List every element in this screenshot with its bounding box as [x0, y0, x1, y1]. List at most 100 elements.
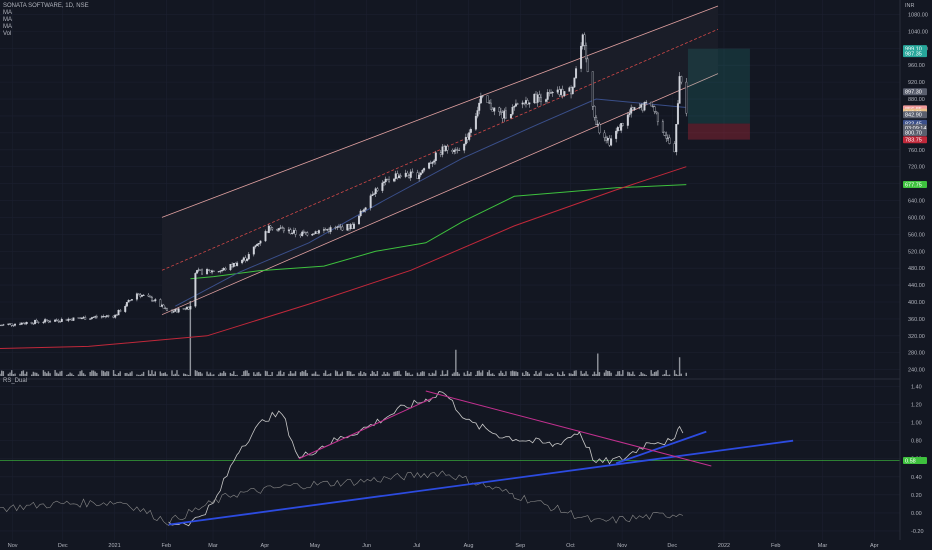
candle-body [197, 269, 200, 271]
candle-body [80, 318, 83, 320]
candle-body [234, 263, 237, 266]
symbol-legend[interactable]: SONATA SOFTWARE, 1D, NSE MA MA MA Vol [3, 3, 89, 38]
candle-body [79, 317, 82, 319]
channel-fill [161, 6, 718, 315]
volume-bar [535, 370, 537, 376]
volume-bar [299, 372, 302, 376]
volume-bar [416, 372, 419, 376]
time-tick-label: 2021 [108, 543, 120, 549]
volume-bar [196, 370, 198, 376]
volume-bar [490, 373, 492, 376]
volume-bar [24, 373, 26, 376]
volume-bar [14, 373, 16, 376]
candle-body [259, 240, 262, 244]
volume-bar [505, 371, 507, 376]
candle-body [189, 306, 192, 310]
volume-bar [221, 373, 223, 376]
time-tick-label: May [310, 543, 321, 549]
volume-bar [386, 372, 389, 376]
volume-bar [304, 370, 307, 376]
candle-body [503, 110, 506, 119]
candle-body [209, 270, 212, 273]
volume-bar [371, 370, 374, 376]
candle-body [276, 229, 279, 231]
volume-bar [328, 374, 330, 376]
volume-bar [22, 370, 25, 376]
volume-bar [605, 370, 607, 376]
candle-body [147, 294, 150, 297]
volume-bar [653, 371, 656, 376]
volume-bar [393, 371, 395, 376]
volume-bar [211, 374, 213, 376]
volume-bar [652, 373, 654, 376]
candle-body [57, 320, 60, 322]
candle-body [466, 136, 469, 140]
volume-bar [231, 373, 233, 376]
volume-bar [259, 373, 262, 376]
volume-bar [657, 370, 659, 376]
volume-bar [94, 371, 96, 376]
volume-bar [488, 370, 490, 376]
ma-indicator-1[interactable]: MA [3, 10, 12, 16]
candle-body [661, 121, 664, 133]
candle-body [504, 110, 507, 119]
candle-body [364, 207, 367, 210]
candle-body [34, 320, 37, 324]
ma-indicator-2[interactable]: MA [3, 17, 12, 23]
candle-body [560, 89, 563, 95]
volume-bar [289, 371, 292, 376]
volume-bar [451, 373, 454, 376]
candle-body [499, 111, 502, 113]
candle-body [266, 231, 269, 234]
candle-body [69, 318, 72, 320]
candle-body [665, 135, 668, 139]
volume-bar [395, 371, 397, 376]
volume-indicator[interactable]: Vol [3, 31, 12, 37]
volume-bar [254, 374, 257, 376]
volume-bar [511, 370, 514, 376]
time-tick-label: Feb [771, 543, 780, 549]
candle-body [678, 76, 681, 104]
candle-body [207, 269, 210, 271]
candle-body [232, 263, 235, 267]
candle-body [47, 320, 50, 323]
candle-body [583, 34, 586, 46]
volume-bar [171, 370, 173, 376]
volume-bar [665, 370, 667, 376]
ma-indicator-3[interactable]: MA [3, 24, 12, 30]
time-tick-label: Aug [464, 543, 474, 549]
candle-body [373, 193, 376, 195]
candle-body [645, 101, 648, 103]
candle-body [324, 229, 327, 231]
volume-bar [607, 371, 609, 376]
candle-body [60, 318, 63, 322]
price-badge-bg [903, 129, 927, 137]
time-tick-label: Nov [617, 543, 627, 549]
candle-body [556, 89, 559, 93]
volume-bar [475, 374, 477, 376]
candle-body [336, 226, 339, 228]
volume-bar [79, 371, 81, 376]
candle-body [10, 323, 13, 326]
volume-bar [456, 371, 459, 376]
volume-bar [685, 372, 687, 376]
candle-body [371, 194, 374, 196]
candle-body [95, 316, 98, 318]
rsi-pane-label[interactable]: RS_Dual [3, 378, 28, 384]
volume-bar [208, 374, 210, 376]
volume-bar [159, 371, 161, 376]
candle-body [630, 107, 633, 114]
candle-body [488, 102, 491, 104]
symbol-title[interactable]: SONATA SOFTWARE, 1D, NSE [3, 3, 89, 9]
volume-bar [294, 371, 297, 376]
candle-body [219, 270, 222, 272]
volume-bar [72, 374, 75, 376]
candle-body [70, 318, 73, 321]
price-tick-label: 360.00 [908, 317, 925, 323]
volume-bar [575, 370, 577, 376]
volume-bar [603, 372, 606, 376]
candle-body [523, 102, 526, 104]
candle-body [341, 226, 344, 231]
candle-body [0, 325, 1, 327]
